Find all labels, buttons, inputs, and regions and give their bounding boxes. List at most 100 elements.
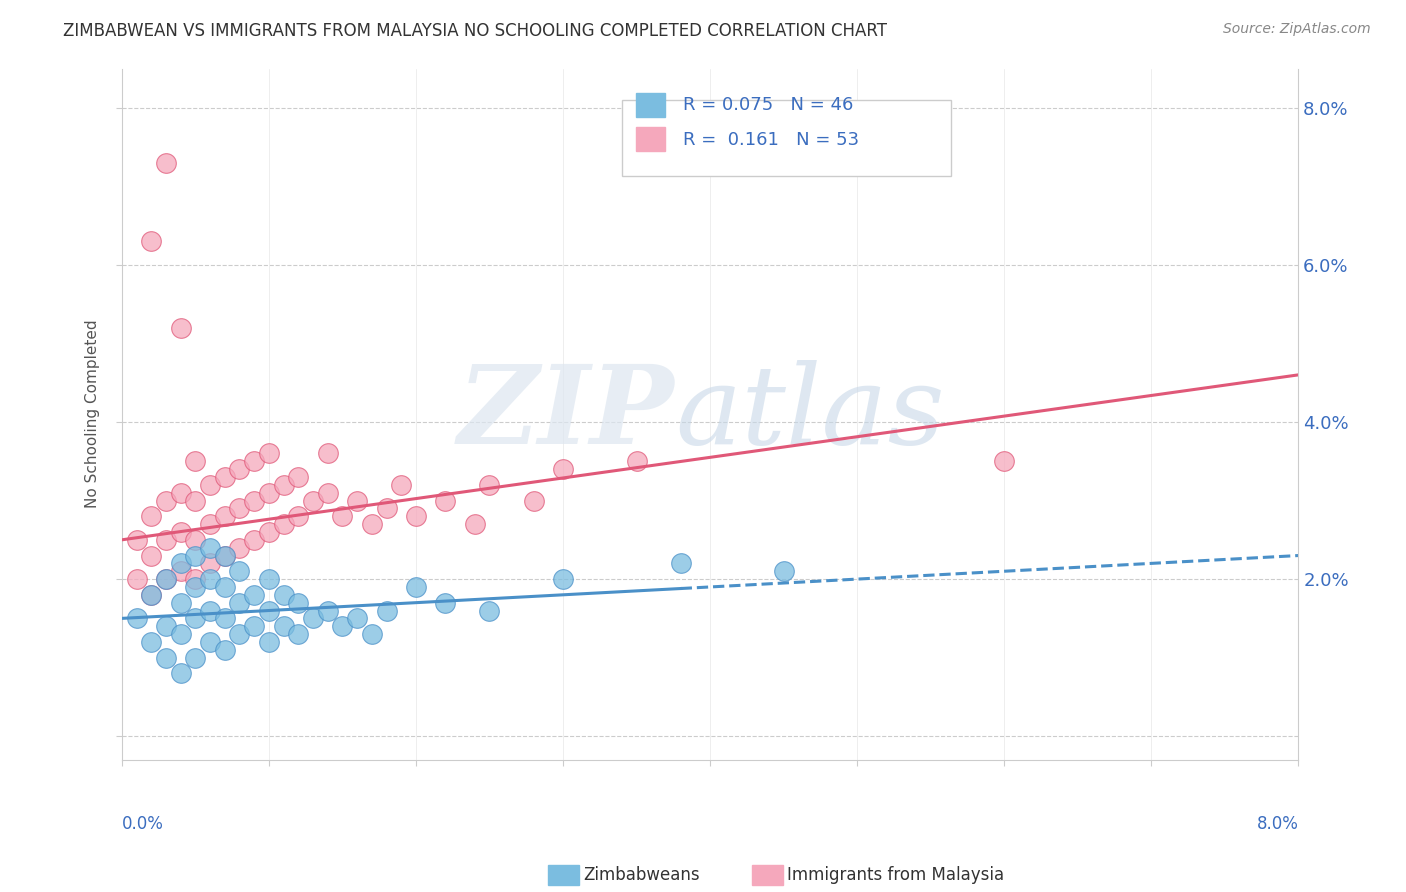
Point: [273, 478, 295, 492]
Point: [478, 603, 501, 617]
Point: [257, 524, 280, 539]
Point: [375, 501, 398, 516]
Text: atlas: atlas: [675, 360, 945, 468]
Text: R = 0.075   N = 46: R = 0.075 N = 46: [683, 96, 853, 114]
Point: [257, 603, 280, 617]
Point: [198, 603, 221, 617]
Point: [155, 572, 177, 586]
Point: [287, 509, 309, 524]
Point: [214, 642, 236, 657]
Point: [405, 509, 427, 524]
Bar: [636, 93, 665, 117]
Point: [273, 588, 295, 602]
Point: [198, 541, 221, 555]
Point: [243, 493, 266, 508]
Point: [434, 596, 457, 610]
Point: [360, 517, 382, 532]
Text: Source: ZipAtlas.com: Source: ZipAtlas.com: [1223, 22, 1371, 37]
Point: [184, 549, 207, 563]
Point: [169, 564, 191, 578]
Point: [198, 517, 221, 532]
Point: [155, 493, 177, 508]
Point: [478, 478, 501, 492]
Point: [141, 235, 163, 249]
Point: [551, 572, 574, 586]
Point: [198, 635, 221, 649]
Point: [184, 533, 207, 547]
Point: [360, 627, 382, 641]
Point: [141, 635, 163, 649]
Point: [434, 493, 457, 508]
Point: [141, 588, 163, 602]
Point: [287, 627, 309, 641]
Point: [302, 493, 325, 508]
Point: [257, 572, 280, 586]
Point: [257, 446, 280, 460]
Point: [551, 462, 574, 476]
Point: [155, 572, 177, 586]
Point: [626, 454, 648, 468]
Point: [198, 557, 221, 571]
Point: [332, 619, 354, 633]
Point: [169, 666, 191, 681]
Point: [198, 572, 221, 586]
Bar: [636, 128, 665, 152]
Point: [273, 619, 295, 633]
Point: [772, 564, 794, 578]
Point: [169, 524, 191, 539]
Text: 0.0%: 0.0%: [122, 814, 163, 833]
Point: [287, 596, 309, 610]
Text: ZIP: ZIP: [458, 360, 675, 468]
Point: [228, 596, 250, 610]
Point: [155, 533, 177, 547]
Point: [287, 470, 309, 484]
Point: [228, 627, 250, 641]
Y-axis label: No Schooling Completed: No Schooling Completed: [86, 320, 100, 508]
Point: [405, 580, 427, 594]
Point: [169, 627, 191, 641]
Point: [169, 485, 191, 500]
Point: [243, 454, 266, 468]
Point: [346, 493, 368, 508]
Point: [316, 603, 339, 617]
Point: [389, 478, 412, 492]
Point: [125, 572, 148, 586]
Point: [184, 580, 207, 594]
Point: [184, 611, 207, 625]
Point: [214, 509, 236, 524]
Point: [141, 509, 163, 524]
Point: [125, 533, 148, 547]
Text: ZIMBABWEAN VS IMMIGRANTS FROM MALAYSIA NO SCHOOLING COMPLETED CORRELATION CHART: ZIMBABWEAN VS IMMIGRANTS FROM MALAYSIA N…: [63, 22, 887, 40]
Point: [155, 650, 177, 665]
Point: [669, 557, 692, 571]
Point: [346, 611, 368, 625]
Point: [243, 588, 266, 602]
Point: [243, 619, 266, 633]
Point: [169, 596, 191, 610]
Text: Immigrants from Malaysia: Immigrants from Malaysia: [787, 866, 1004, 884]
Point: [375, 603, 398, 617]
Point: [228, 462, 250, 476]
Point: [332, 509, 354, 524]
Point: [257, 485, 280, 500]
Point: [184, 650, 207, 665]
Point: [184, 572, 207, 586]
Point: [125, 611, 148, 625]
Point: [184, 493, 207, 508]
Point: [184, 454, 207, 468]
Point: [214, 549, 236, 563]
Point: [464, 517, 486, 532]
FancyBboxPatch shape: [621, 100, 952, 176]
Text: 8.0%: 8.0%: [1257, 814, 1298, 833]
Point: [228, 501, 250, 516]
Point: [214, 470, 236, 484]
Point: [302, 611, 325, 625]
Point: [243, 533, 266, 547]
Point: [316, 485, 339, 500]
Point: [141, 588, 163, 602]
Point: [214, 580, 236, 594]
Point: [316, 446, 339, 460]
Point: [169, 557, 191, 571]
Point: [273, 517, 295, 532]
Point: [523, 493, 546, 508]
